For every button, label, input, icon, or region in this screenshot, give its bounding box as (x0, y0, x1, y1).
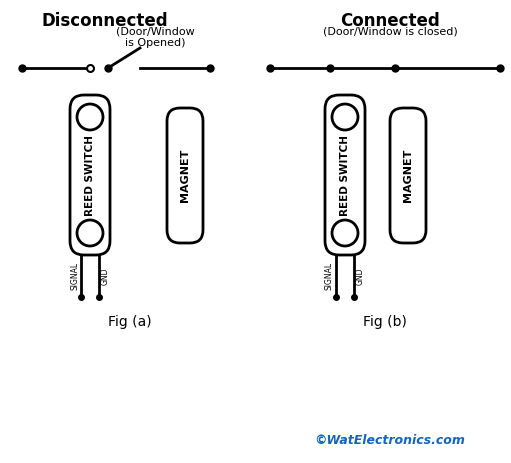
Text: (Door/Window
is Opened): (Door/Window is Opened) (115, 26, 194, 48)
Text: (Door/Window is closed): (Door/Window is closed) (322, 26, 457, 36)
Text: GND: GND (101, 267, 110, 285)
Text: MAGNET: MAGNET (180, 149, 190, 202)
FancyBboxPatch shape (390, 108, 426, 243)
Text: REED SWITCH: REED SWITCH (340, 134, 350, 215)
Circle shape (77, 220, 103, 246)
Text: Disconnected: Disconnected (42, 12, 168, 30)
Text: SIGNAL: SIGNAL (325, 262, 334, 290)
FancyBboxPatch shape (70, 95, 110, 255)
Text: Connected: Connected (340, 12, 440, 30)
Text: SIGNAL: SIGNAL (70, 262, 79, 290)
Circle shape (332, 220, 358, 246)
Text: Fig (b): Fig (b) (363, 315, 407, 329)
Circle shape (332, 104, 358, 130)
Text: ©WatElectronics.com: ©WatElectronics.com (315, 433, 466, 446)
FancyBboxPatch shape (167, 108, 203, 243)
Text: REED SWITCH: REED SWITCH (85, 134, 95, 215)
Text: MAGNET: MAGNET (403, 149, 413, 202)
Text: GND: GND (356, 267, 365, 285)
Circle shape (77, 104, 103, 130)
FancyBboxPatch shape (325, 95, 365, 255)
Text: Fig (a): Fig (a) (108, 315, 152, 329)
